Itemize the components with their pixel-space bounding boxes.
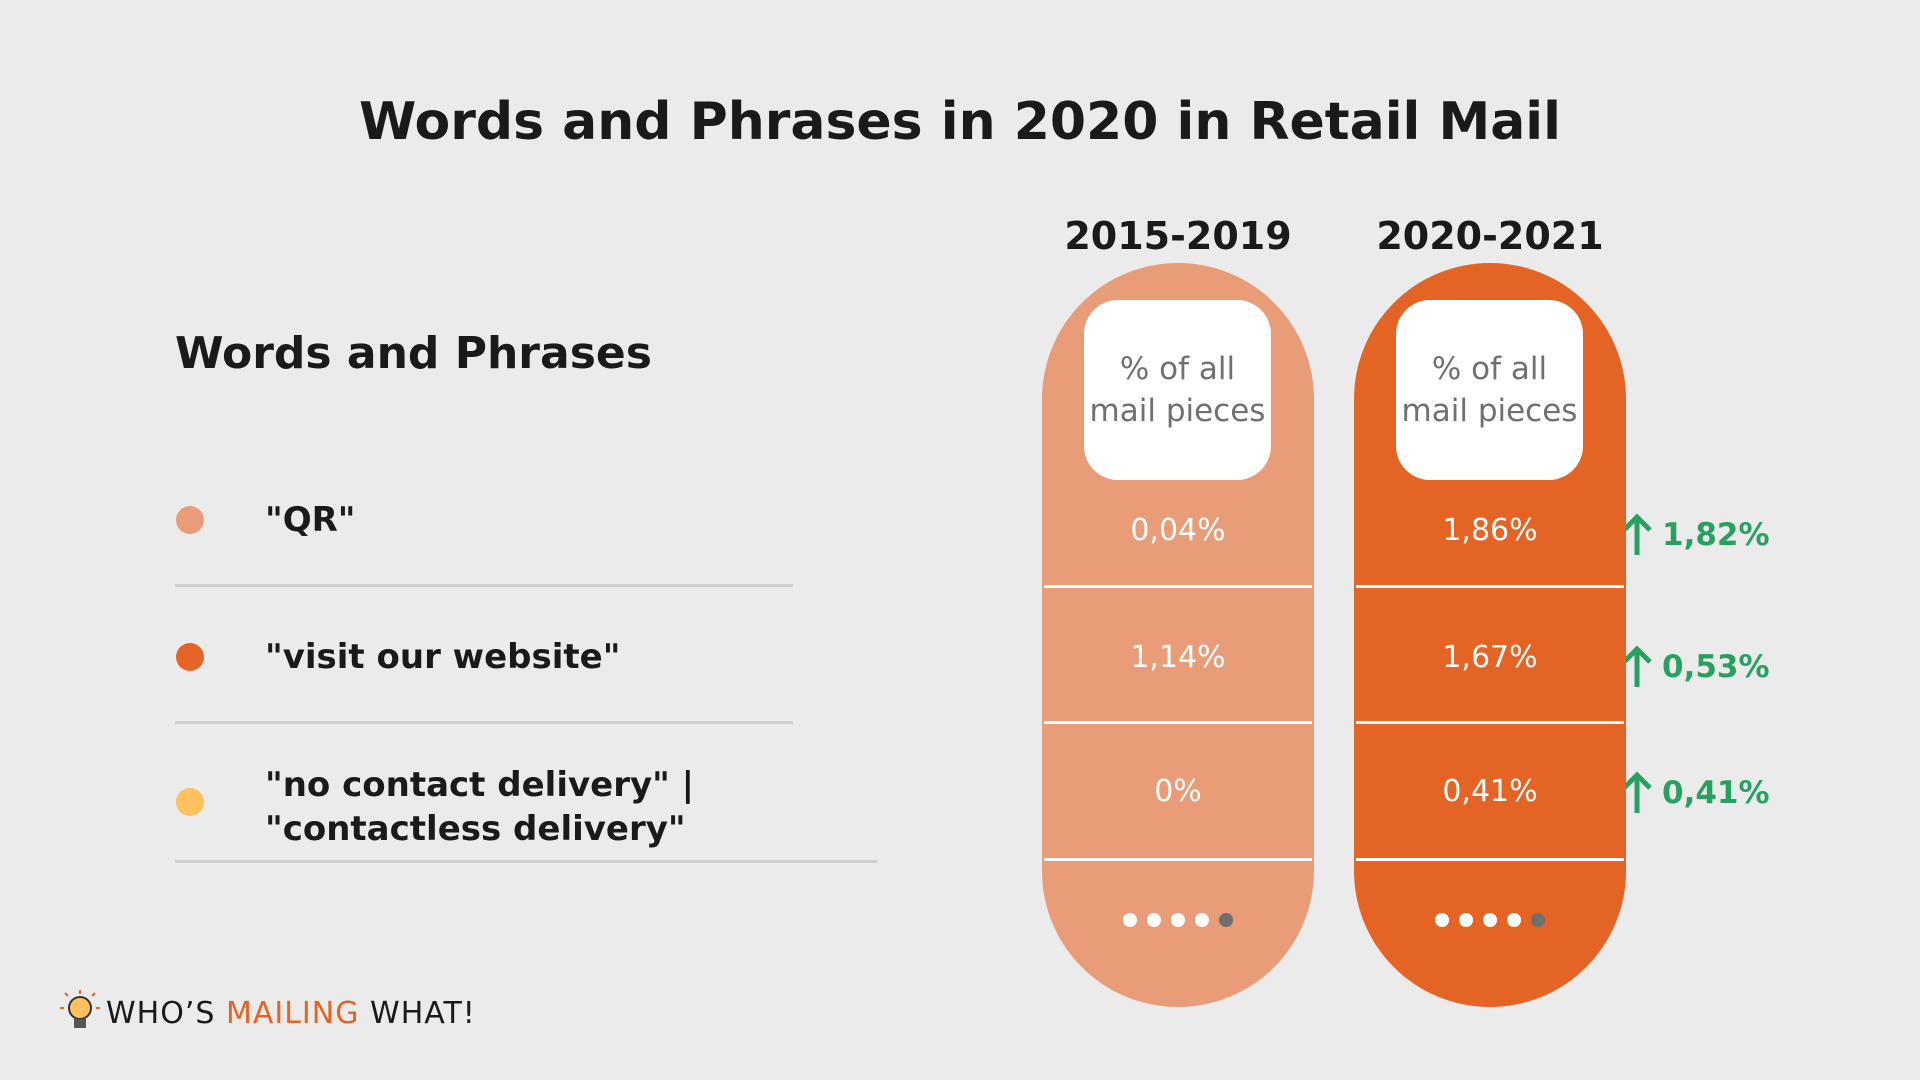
row-bullet bbox=[176, 506, 204, 534]
logo-text: WHO’S bbox=[106, 996, 216, 1031]
cell-value: 1,67% bbox=[1442, 640, 1538, 675]
page-dot bbox=[1483, 913, 1497, 927]
cell-value: 0% bbox=[1154, 774, 1202, 809]
page-dot bbox=[1531, 913, 1545, 927]
row-bullet bbox=[176, 788, 204, 816]
logo-text: WHAT! bbox=[370, 996, 476, 1031]
page-dot bbox=[1171, 913, 1185, 927]
separator bbox=[1044, 721, 1312, 724]
separator bbox=[1044, 585, 1312, 588]
page-dot bbox=[1147, 913, 1161, 927]
cell-value: 1,86% bbox=[1442, 513, 1538, 548]
column-header: % of all mail pieces bbox=[1396, 300, 1583, 480]
column-period: 2020-2021 bbox=[1376, 214, 1604, 258]
cell-value: 0,41% bbox=[1442, 774, 1538, 809]
change: 1,82% bbox=[1622, 513, 1770, 555]
row-label: "QR" bbox=[265, 500, 356, 540]
logo: WHO’S MAILING WHAT! bbox=[106, 996, 476, 1031]
change-value: 1,82% bbox=[1662, 517, 1770, 553]
separator bbox=[1356, 858, 1624, 861]
up-arrow bbox=[1622, 513, 1652, 555]
logo-text: MAILING bbox=[225, 996, 360, 1031]
column-header: % of all mail pieces bbox=[1084, 300, 1271, 480]
page-dot bbox=[1195, 913, 1209, 927]
row-header: Words and Phrases bbox=[175, 328, 652, 379]
page-dot bbox=[1435, 913, 1449, 927]
page-dot bbox=[1123, 913, 1137, 927]
change-value: 0,41% bbox=[1662, 775, 1770, 811]
up-arrow bbox=[1622, 771, 1652, 813]
separator bbox=[1044, 858, 1312, 861]
change: 0,53% bbox=[1622, 645, 1770, 687]
row-rule bbox=[175, 584, 793, 587]
logo-icon bbox=[60, 990, 100, 1028]
column-period: 2015-2019 bbox=[1064, 214, 1292, 258]
row-rule bbox=[175, 721, 793, 724]
up-arrow bbox=[1622, 645, 1652, 687]
change: 0,41% bbox=[1622, 771, 1770, 813]
separator bbox=[1356, 721, 1624, 724]
page-dot bbox=[1219, 913, 1233, 927]
page-dot bbox=[1507, 913, 1521, 927]
separator bbox=[1356, 585, 1624, 588]
row-rule bbox=[175, 860, 877, 863]
title: Words and Phrases in 2020 in Retail Mail bbox=[359, 92, 1561, 152]
cell-value: 0,04% bbox=[1130, 513, 1226, 548]
row-label: "no contact delivery" | "contactless del… bbox=[265, 765, 695, 849]
page-dot bbox=[1459, 913, 1473, 927]
cell-value: 1,14% bbox=[1130, 640, 1226, 675]
change-value: 0,53% bbox=[1662, 649, 1770, 685]
row-label: "visit our website" bbox=[265, 637, 621, 677]
row-bullet bbox=[176, 643, 204, 671]
